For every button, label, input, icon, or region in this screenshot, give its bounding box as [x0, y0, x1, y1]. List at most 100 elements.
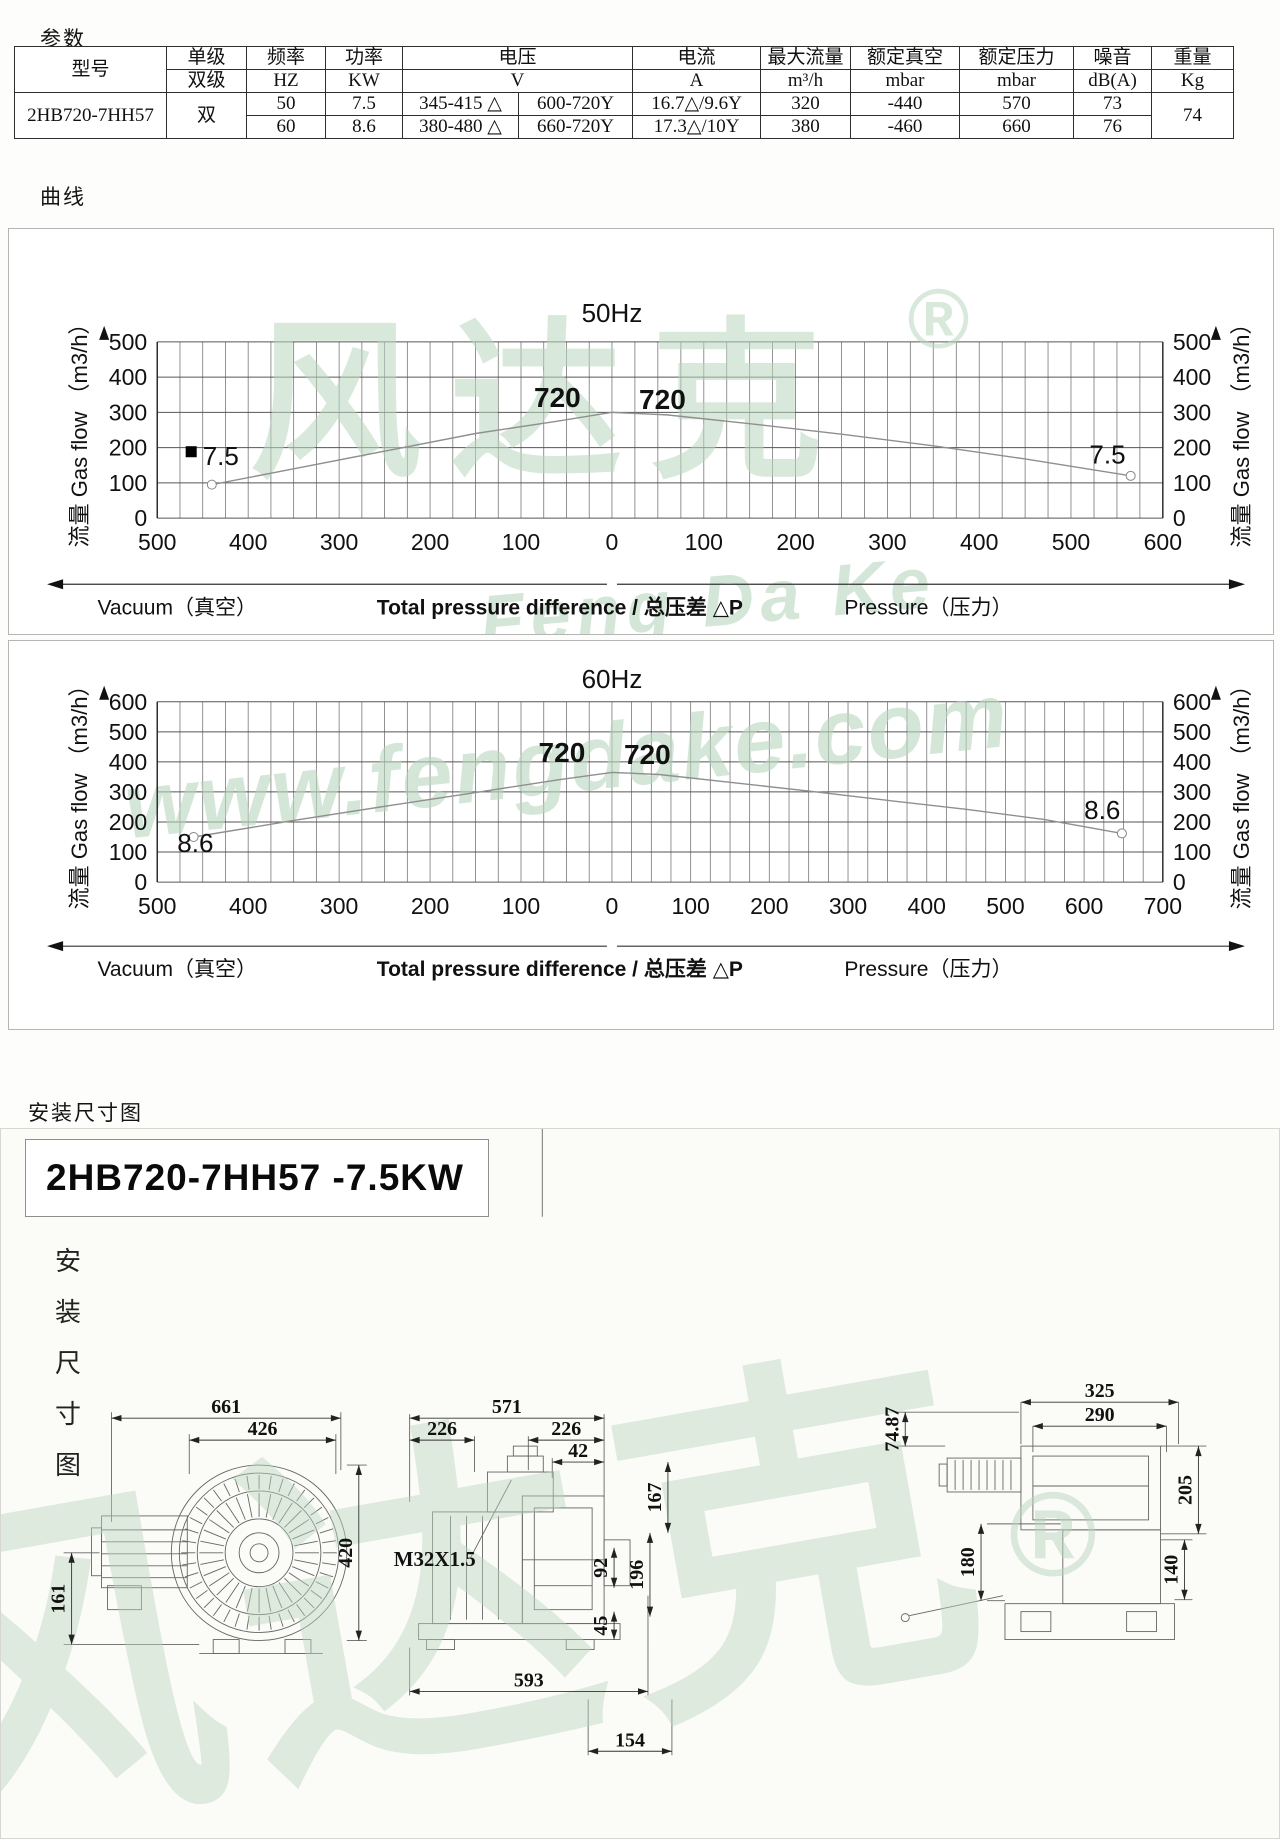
chart-axes	[47, 685, 1245, 952]
cell-weight: 74	[1151, 92, 1234, 139]
svg-text:600: 600	[1144, 529, 1182, 555]
header-power: 功率	[325, 46, 403, 70]
header-noise-unit: dB(A)	[1073, 69, 1152, 93]
svg-text:300: 300	[1173, 399, 1211, 425]
dim-label: 45	[590, 1616, 612, 1636]
dim-label: 205	[1174, 1475, 1196, 1505]
cell-current-60: 17.3△/10Y	[632, 115, 761, 139]
header-model: 型号	[14, 46, 167, 93]
dim-label: 154	[615, 1729, 645, 1751]
svg-text:流量 Gas flow （m3/h）: 流量 Gas flow （m3/h）	[67, 674, 92, 909]
svg-text:400: 400	[229, 893, 267, 919]
cell-freq-60: 60	[246, 115, 326, 139]
header-stage-double: 双级	[166, 69, 247, 93]
dim-label: 196	[626, 1560, 648, 1590]
table-data-row-50hz: 2HB720-7HH57 双 50 7.5 345-415 △ 600-720Y…	[14, 92, 1234, 139]
cell-rated-vacuum-50: -440	[850, 92, 960, 116]
dim-label: 661	[211, 1396, 241, 1418]
svg-text:400: 400	[1173, 364, 1211, 390]
svg-text:风达克: 风达克	[1, 1310, 1030, 1838]
dim-label: 420	[335, 1538, 357, 1568]
svg-text:流量 Gas flow （m3/h）: 流量 Gas flow （m3/h）	[67, 313, 92, 548]
svg-text:300: 300	[1173, 779, 1211, 805]
dim-label: 161	[48, 1584, 70, 1614]
svg-text:720: 720	[639, 384, 686, 415]
install-section: 风达克 ® 661 426 420 161 571 226 226 42 M32X1.5 167 92 1…	[0, 1128, 1280, 1839]
svg-text:100: 100	[685, 529, 723, 555]
chart-60hz-panel: www.fengdake.com 0 0 100 100 200 200 300 300 400 4…	[8, 640, 1274, 1030]
dim-label: M32X1.5	[394, 1547, 476, 1571]
svg-text:200: 200	[776, 529, 814, 555]
svg-text:400: 400	[229, 529, 267, 555]
install-watermark: 风达克®	[1, 1310, 1097, 1838]
svg-text:100: 100	[1173, 839, 1211, 865]
header-max-flow: 最大流量	[760, 46, 851, 70]
svg-text:720: 720	[534, 382, 581, 413]
cell-noise-60: 76	[1073, 115, 1152, 139]
svg-text:720: 720	[539, 737, 586, 768]
svg-text:100: 100	[1173, 470, 1211, 496]
curve-720	[211, 411, 1131, 486]
svg-text:流量 Gas flow （m3/h）: 流量 Gas flow （m3/h）	[1229, 674, 1254, 909]
svg-text:8.6: 8.6	[177, 828, 213, 858]
install-side-label-char: 寸	[55, 1400, 82, 1429]
curves-heading: 曲线	[40, 185, 86, 210]
svg-text:400: 400	[1173, 749, 1211, 775]
install-drawing-shapes	[63, 1129, 1207, 1756]
header-noise: 噪音	[1073, 46, 1152, 70]
install-title: 2HB720-7HH57 -7.5KW	[46, 1157, 464, 1198]
header-power-unit: KW	[325, 69, 403, 93]
svg-text:600: 600	[1173, 689, 1211, 715]
header-rated-pressure: 额定压力	[959, 46, 1074, 70]
chart-labels: 0 0 100 100 200 200 300 300 400 400 500 500 500 400 30…	[67, 298, 1254, 619]
svg-text:300: 300	[868, 529, 906, 555]
cell-stage: 双	[166, 92, 247, 139]
svg-text:400: 400	[109, 749, 147, 775]
svg-text:400: 400	[109, 364, 147, 390]
svg-text:流量 Gas flow （m3/h）: 流量 Gas flow （m3/h）	[1229, 313, 1254, 548]
svg-text:0: 0	[134, 869, 147, 895]
table-header-row-2: 双级 HZ KW V A m³/h mbar mbar dB(A) Kg	[15, 69, 1234, 93]
cell-voltage-delta-50: 345-415 △	[402, 92, 519, 116]
header-frequency-unit: HZ	[246, 69, 326, 93]
dim-label: 167	[644, 1482, 666, 1512]
chart-series	[188, 771, 1127, 843]
dim-label: 42	[568, 1440, 588, 1462]
header-rated-vacuum-unit: mbar	[850, 69, 960, 93]
svg-text:0: 0	[1173, 869, 1186, 895]
cell-current-50: 16.7△/9.6Y	[632, 92, 761, 116]
table-data-row-60hz: 60 8.6 380-480 △ 660-720Y 17.3△/10Y 380 …	[15, 115, 1234, 139]
header-rated-pressure-unit: mbar	[959, 69, 1074, 93]
svg-text:Vacuum（真空）: Vacuum（真空）	[97, 958, 257, 981]
svg-text:0: 0	[606, 893, 619, 919]
header-voltage-unit: V	[402, 69, 633, 93]
cell-rated-pressure-50: 570	[959, 92, 1074, 116]
install-title-box: 2HB720-7HH57 -7.5KW	[25, 1139, 489, 1217]
cell-max-flow-60: 380	[760, 115, 851, 139]
svg-text:100: 100	[502, 529, 540, 555]
svg-text:300: 300	[320, 529, 358, 555]
cell-rated-pressure-60: 660	[959, 115, 1074, 139]
install-side-label-char: 图	[55, 1451, 82, 1480]
header-voltage: 电压	[402, 46, 633, 70]
svg-text:100: 100	[671, 893, 709, 919]
svg-text:®: ®	[907, 272, 969, 366]
svg-text:600: 600	[109, 689, 147, 715]
svg-text:Vacuum（真空）: Vacuum（真空）	[97, 596, 257, 619]
svg-text:300: 300	[320, 893, 358, 919]
install-side-label: 安装尺寸图	[55, 1241, 81, 1482]
svg-text:200: 200	[1173, 435, 1211, 461]
chart-50hz-panel: 风达克 ® Feng Da Ke 0 0 100 100 200 200 300 300 400 400…	[8, 228, 1274, 635]
svg-text:200: 200	[109, 809, 147, 835]
svg-text:300: 300	[829, 893, 867, 919]
dim-label: 226	[427, 1418, 457, 1440]
svg-text:Pressure（压力）: Pressure（压力）	[844, 596, 1012, 619]
svg-text:100: 100	[502, 893, 540, 919]
dim-label: 140	[1160, 1555, 1182, 1585]
svg-text:200: 200	[109, 435, 147, 461]
